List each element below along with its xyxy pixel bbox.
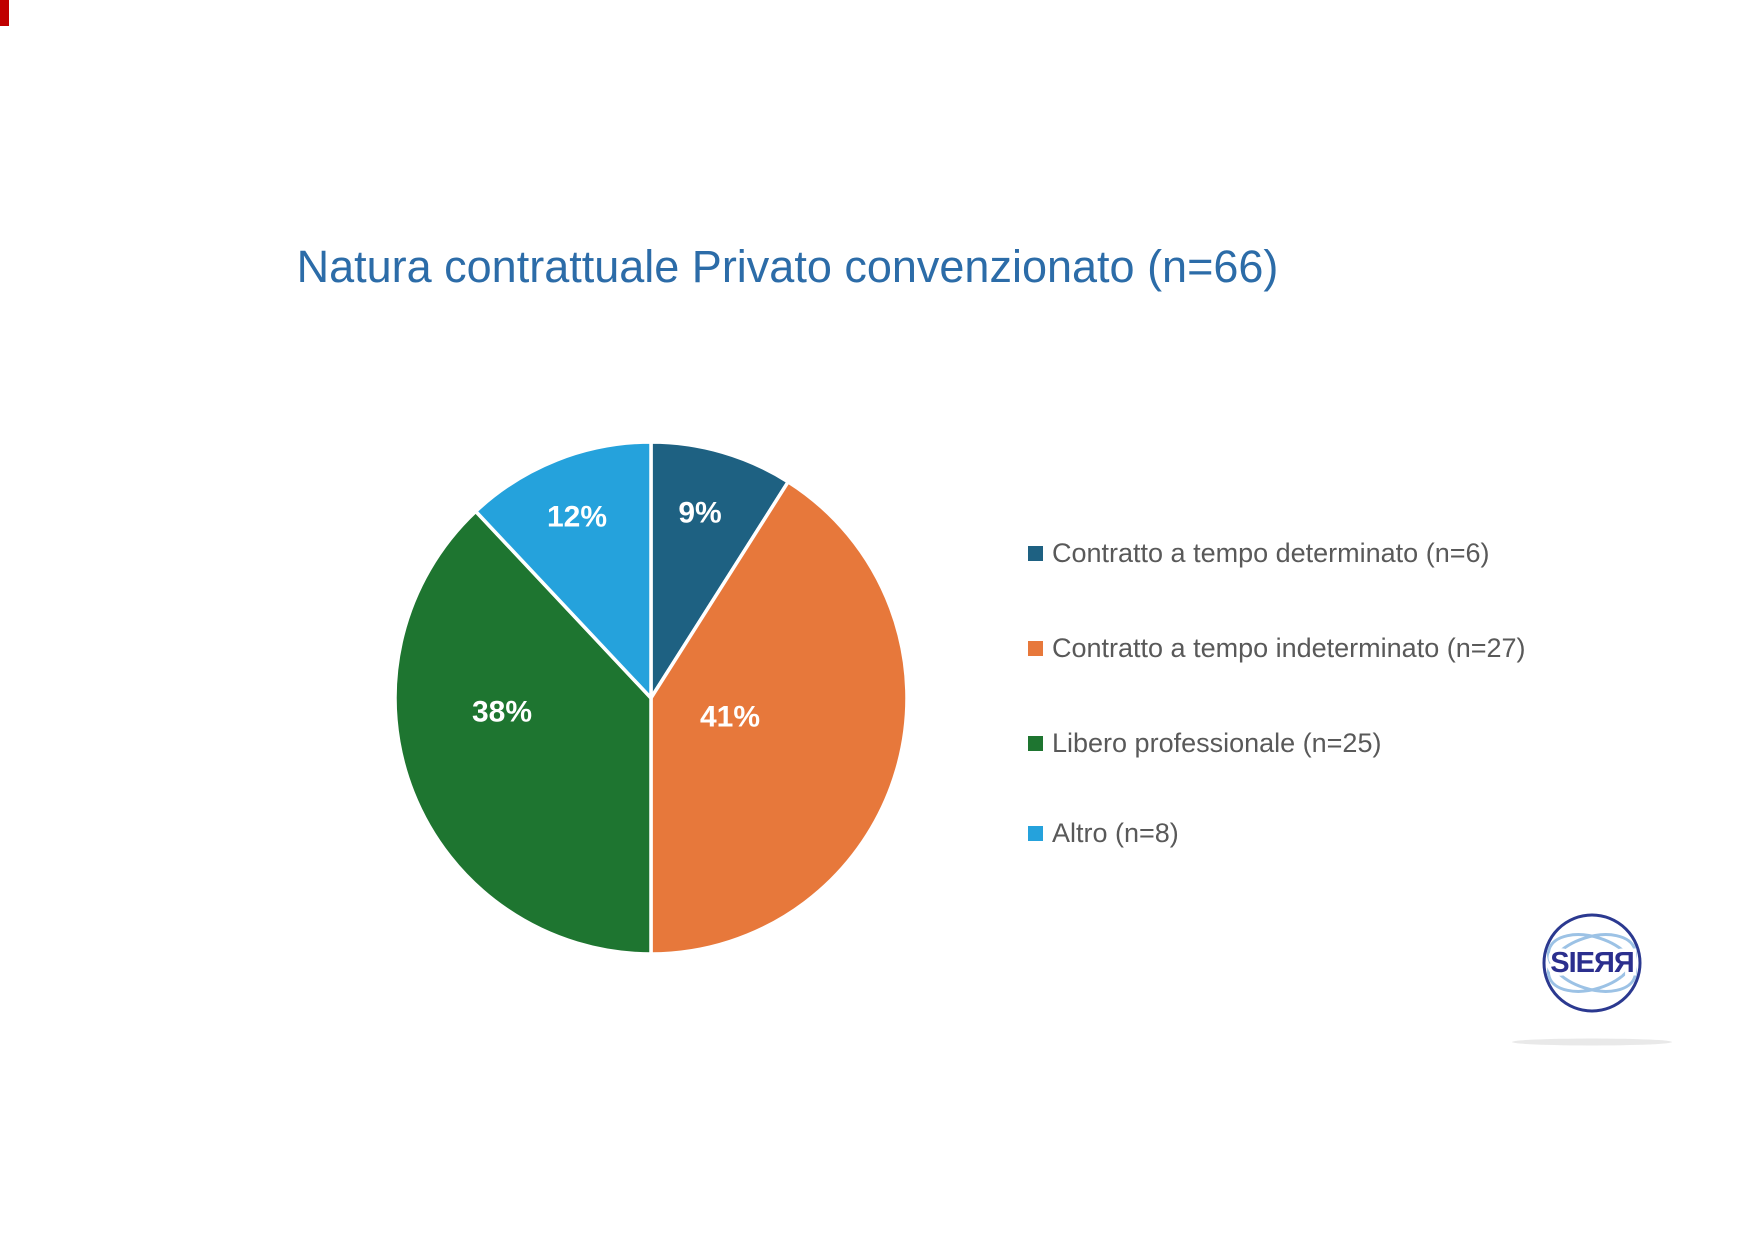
pie-percent-label: 41%	[700, 701, 760, 734]
legend-item: Contratto a tempo indeterminato (n=27)	[1028, 633, 1526, 663]
legend-label: Contratto a tempo indeterminato (n=27)	[1052, 632, 1526, 663]
legend-label: Contratto a tempo determinato (n=6)	[1052, 537, 1490, 568]
logo-shadow	[1512, 1038, 1672, 1046]
chart-legend: Contratto a tempo determinato (n=6) Contr…	[1028, 0, 1526, 1240]
pie-percent-label: 38%	[472, 696, 532, 729]
logo-text: SIEЯЯ	[1550, 947, 1633, 979]
pie-percent-label: 9%	[678, 497, 721, 530]
chart-title: Natura contrattuale Privato convenzionat…	[296, 241, 1279, 292]
legend-label: Libero professionale (n=25)	[1052, 727, 1382, 758]
pie-slice-3	[393, 509, 653, 956]
logo-text-halo: SIEЯЯ	[1550, 947, 1633, 979]
pie-slice-4	[474, 440, 653, 700]
legend-item: Contratto a tempo determinato (n=6)	[1028, 538, 1489, 568]
legend-item: Libero professionale (n=25)	[1028, 728, 1381, 758]
pie-percent-label: 12%	[547, 501, 607, 534]
pie-slice-2	[649, 480, 909, 956]
legend-item: Altro (n=8)	[1028, 818, 1179, 848]
pie-chart: 9% 41% 38% 12%	[393, 440, 909, 956]
legend-swatch	[1028, 640, 1043, 656]
legend-swatch	[1028, 545, 1043, 561]
logo-globe-line	[1546, 933, 1638, 993]
slide-edge-mark	[0, 0, 9, 26]
pie-slice-1	[649, 440, 790, 700]
legend-swatch	[1028, 825, 1043, 841]
logo-globe-line	[1546, 933, 1638, 993]
legend-label: Altro (n=8)	[1052, 817, 1179, 848]
legend-swatch	[1028, 735, 1043, 751]
logo-ring	[1542, 913, 1642, 1013]
